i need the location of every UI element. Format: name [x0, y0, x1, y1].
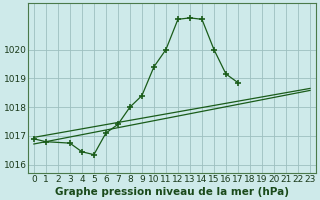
X-axis label: Graphe pression niveau de la mer (hPa): Graphe pression niveau de la mer (hPa): [55, 187, 289, 197]
